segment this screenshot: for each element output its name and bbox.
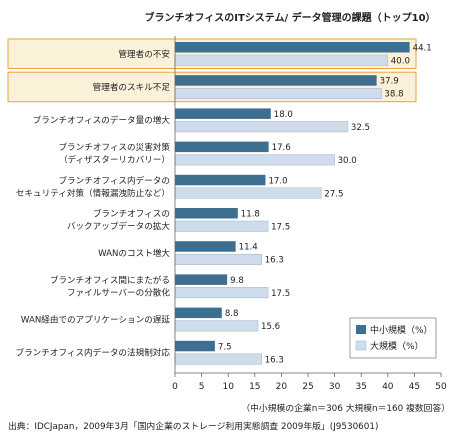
legend-entry: 中小規模（%） [370, 324, 433, 336]
data-label: 11.4 [239, 243, 258, 253]
bar [174, 121, 349, 133]
category-label: セキュリティ対策（情報漏洩防止など） [16, 187, 170, 199]
category-label: ブランチオフィス内データの [58, 174, 170, 186]
x-tick-label: 45 [409, 382, 420, 392]
data-label: 40.0 [391, 57, 410, 67]
data-label: 32.5 [351, 123, 370, 133]
data-label: 17.0 [268, 176, 287, 186]
x-tick-label: 40 [382, 382, 394, 392]
legend-box [349, 317, 437, 359]
category-label: ファイルサーバーの分散化 [67, 286, 170, 298]
data-label: 17.6 [272, 143, 291, 153]
bar [175, 274, 228, 285]
data-label: 30.0 [338, 156, 357, 166]
bar [174, 54, 389, 66]
category-label: （ディザスターリカバリー） [59, 154, 170, 166]
legend: 中小規模（%） 大規模（%） [349, 317, 437, 359]
bar [174, 353, 262, 365]
bar [175, 174, 266, 186]
bar [175, 42, 410, 53]
bar [174, 253, 262, 265]
data-label: 16.3 [265, 256, 284, 266]
bar [175, 208, 238, 219]
x-tick-label: 25 [302, 382, 313, 392]
category-label: WAN経由でのアプリケーションの遅延 [21, 313, 170, 325]
x-tick-label: 5 [199, 382, 205, 392]
data-label: 17.5 [271, 289, 290, 299]
bar [175, 340, 215, 352]
category-label: 管理者の不安 [118, 48, 170, 60]
legend-entry: 大規模（%） [370, 340, 424, 352]
data-label: 16.3 [265, 355, 284, 365]
bar [174, 320, 259, 332]
data-label: 17.5 [271, 223, 290, 233]
legend-swatch [355, 340, 367, 351]
category-label: ブランチオフィスの [93, 208, 170, 220]
x-tick-label: 35 [355, 382, 366, 392]
bar [175, 141, 269, 153]
x-tick-label: 30 [329, 382, 341, 392]
category-label: ブランチオフィス内データの法規制対応 [15, 347, 170, 359]
category-label: ブランチオフィスの災害対策 [58, 141, 170, 153]
legend-swatch [356, 325, 366, 334]
bar [175, 307, 222, 319]
category-label: WANのコスト増大 [98, 247, 170, 259]
data-label: 18.0 [274, 110, 293, 120]
data-label: 38.8 [384, 90, 403, 100]
data-label: 44.1 [413, 44, 432, 54]
data-label: 11.8 [241, 210, 260, 220]
bar [174, 220, 269, 232]
bar [174, 287, 269, 299]
bar [175, 241, 236, 252]
sample-note: （中小規模の企業n＝306 大規模n＝160 複数回答） [241, 402, 450, 414]
x-tick-label: 50 [435, 382, 447, 392]
category-label: バックアップデータの拡大 [67, 220, 171, 232]
chart-title: ブランチオフィスのITシステム/ データ管理の課題（トップ10） [144, 11, 435, 24]
category-label: ブランチオフィス間にまたがる [50, 274, 170, 286]
bars-group: 44.140.0 37.9 38.8 18.0 32.5 17.6 30.0 17.0 27.5… [174, 42, 432, 365]
data-label: 9.8 [230, 276, 244, 286]
bar [175, 75, 377, 86]
data-label: 7.5 [218, 342, 232, 352]
bar [175, 108, 271, 119]
x-tick-label: 20 [276, 382, 288, 392]
bar [174, 154, 335, 166]
category-label: ブランチオフィスのデータ量の増大 [33, 114, 171, 126]
x-tick-label: 10 [222, 382, 234, 392]
x-axis: 0 5 10 15 20 25 30 35 40 45 50 [172, 36, 447, 392]
data-label: 15.6 [261, 322, 280, 332]
category-labels: 管理者の不安管理者のスキル不足ブランチオフィスのデータ量の増大ブランチオフィスの… [15, 48, 170, 359]
data-label: 27.5 [324, 189, 343, 199]
data-label: 37.9 [380, 77, 399, 87]
category-label: 管理者のスキル不足 [93, 81, 171, 93]
data-label: 8.8 [225, 309, 239, 319]
bar [174, 187, 322, 199]
x-tick-label: 15 [249, 382, 260, 392]
x-tick-label: 0 [172, 382, 178, 392]
source-note: 出典：IDCJapan，2009年3月「国内企業のストレージ利用実態調査 200… [8, 420, 378, 432]
bar [174, 87, 382, 99]
